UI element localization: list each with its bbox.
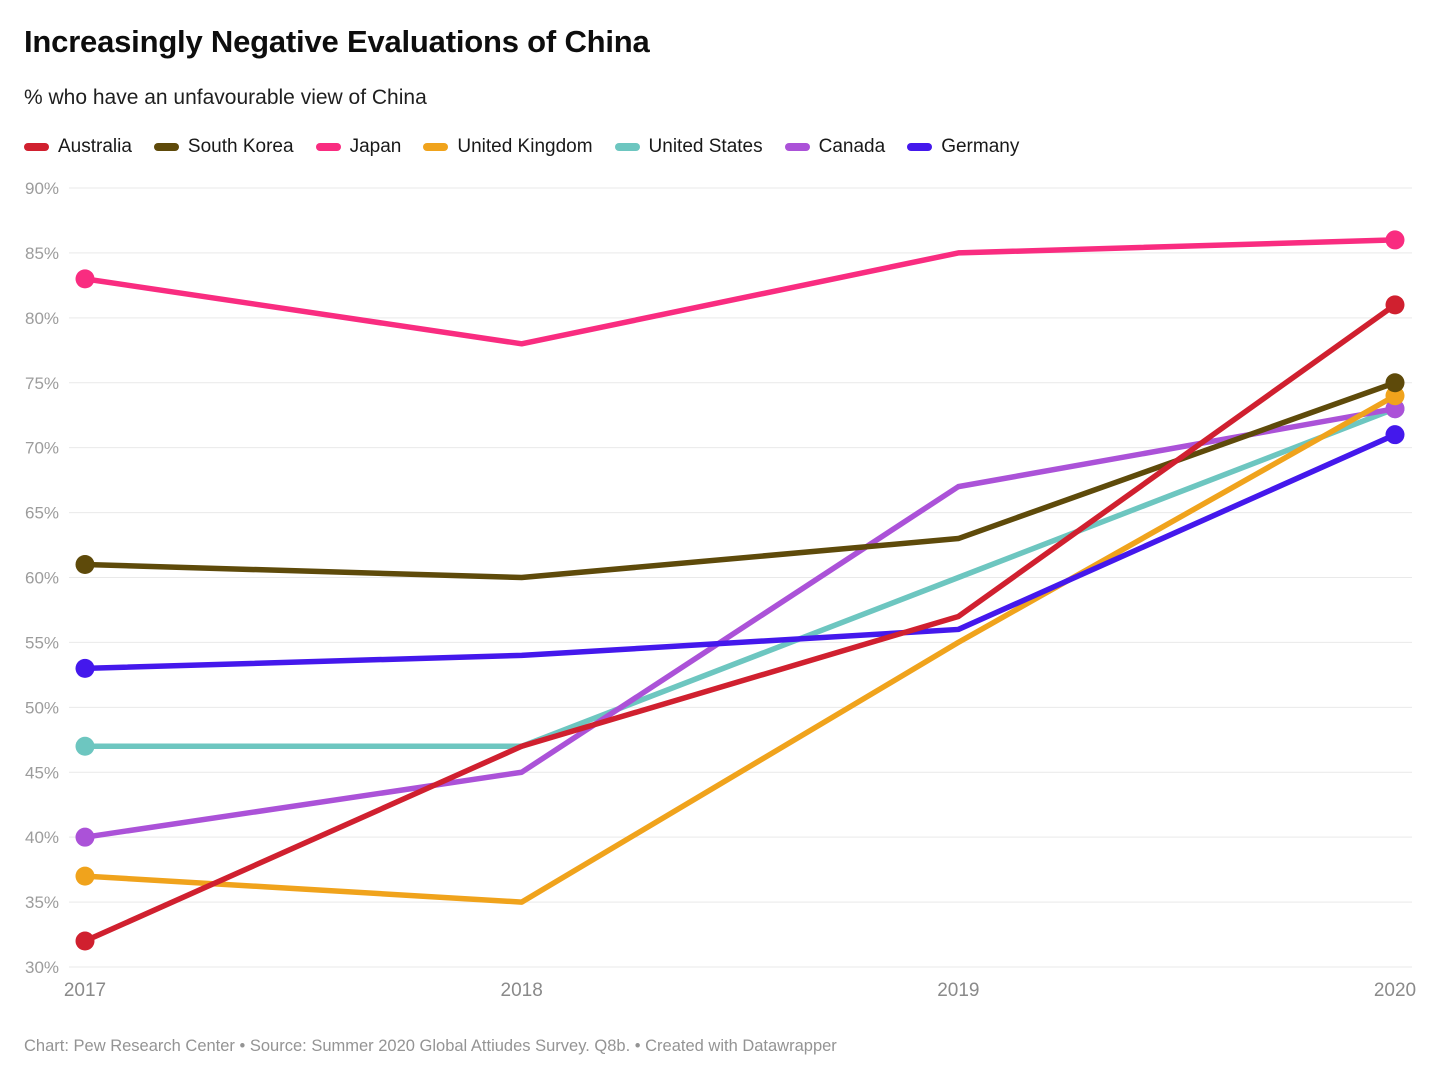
point-united-kingdom-2017 [75,866,95,886]
legend-label-germany: Germany [941,136,1020,157]
y-tick-label-65: 65% [25,504,59,523]
legend-swatch-canada [784,143,810,151]
y-tick-label-45: 45% [25,763,59,782]
y-tick-label-50: 50% [25,698,59,717]
legend-item-canada: Canada [784,136,886,158]
legend-label-united-states: United States [648,136,763,157]
legend-swatch-japan [315,143,341,151]
point-germany-2017 [75,658,95,678]
legend-item-south-korea: South Korea [153,136,294,158]
point-south-korea-2020 [1385,373,1405,393]
point-germany-2020 [1385,425,1405,445]
x-tick-label-2019: 2019 [937,980,979,1001]
point-united-states-2017 [75,736,95,756]
legend-item-united-states: United States [614,136,763,158]
chart-footer: Chart: Pew Research Center • Source: Sum… [24,1037,837,1055]
line-germany [84,432,1397,672]
point-japan-2020 [1385,230,1405,250]
point-australia-2017 [75,931,95,951]
legend-item-australia: Australia [24,136,132,158]
y-tick-label-85: 85% [25,244,59,263]
point-australia-2020 [1385,295,1405,315]
line-chart: 30% 35% 40% 45% 50% 55% 60% 65% 70% 75% 80% 85% 90% 2… [25,179,1416,1001]
y-tick-label-55: 55% [25,633,59,652]
legend-label-canada: Canada [818,136,886,157]
line-australia [83,302,1397,944]
line-united-states [85,406,1396,750]
x-tick-label-2018: 2018 [501,980,543,1001]
legend-swatch-germany [907,143,933,151]
legend-item-united-kingdom: United Kingdom [423,136,593,158]
legend-item-germany: Germany [907,136,1019,158]
line-united-kingdom [84,393,1397,905]
y-tick-label-70: 70% [25,439,59,458]
point-japan-2017 [75,269,95,289]
y-tick-label-30: 30% [25,958,59,977]
legend-swatch-united-kingdom [423,143,449,151]
y-tick-label-90: 90% [25,179,59,198]
legend-label-south-korea: South Korea [187,136,294,157]
y-tick-label-35: 35% [25,893,59,912]
chart-subtitle: % who have an unfavourable view of China [24,86,427,109]
y-tick-label-80: 80% [25,309,59,328]
legend: Australia South Korea Japan United Kingdom U… [24,136,1414,158]
point-canada-2020 [1385,399,1405,419]
legend-label-united-kingdom: United Kingdom [457,136,593,157]
line-japan [84,237,1396,347]
line-canada [84,406,1396,840]
point-united-kingdom-2020 [1385,386,1405,406]
legend-swatch-australia [24,143,49,151]
point-south-korea-2017 [75,555,95,575]
chart-title: Increasingly Negative Evaluations of Chi… [24,24,650,59]
legend-swatch-united-states [614,143,640,151]
y-tick-label-75: 75% [25,374,59,393]
legend-swatch-south-korea [153,143,179,151]
y-tick-label-40: 40% [25,828,59,847]
x-tick-label-2020: 2020 [1374,980,1416,1001]
line-south-korea [84,380,1396,581]
legend-label-japan: Japan [349,136,402,157]
legend-item-japan: Japan [315,136,402,158]
y-tick-label-60: 60% [25,569,59,588]
x-tick-label-2017: 2017 [64,980,106,1001]
point-canada-2017 [75,827,95,847]
legend-label-australia: Australia [58,136,132,157]
